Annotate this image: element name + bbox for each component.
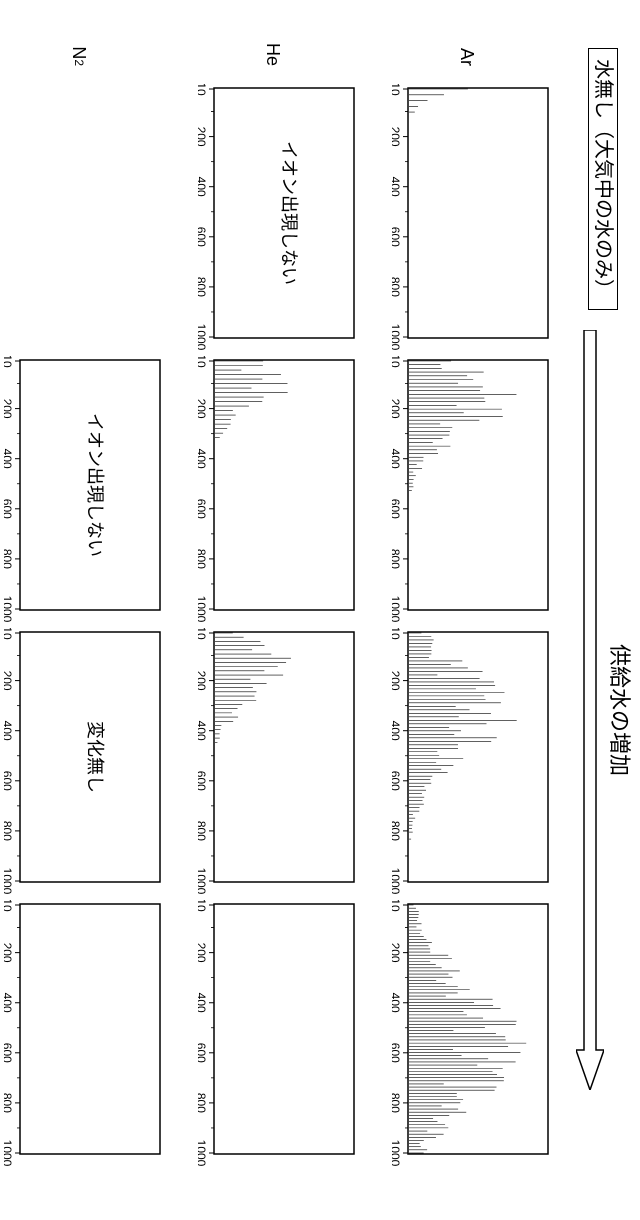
svg-text:600: 600 (198, 499, 208, 519)
svg-text:400: 400 (198, 721, 208, 741)
svg-text:10: 10 (4, 356, 14, 368)
svg-text:600: 600 (392, 771, 402, 791)
svg-text:600: 600 (198, 227, 208, 247)
svg-text:1000: 1000 (198, 1140, 208, 1167)
panel-ar-0: 102004006008001000 (382, 84, 552, 342)
svg-text:800: 800 (4, 821, 14, 841)
svg-text:1000: 1000 (392, 324, 402, 351)
svg-text:200: 200 (392, 671, 402, 691)
svg-text:400: 400 (198, 177, 208, 197)
row-label-ar: Ar (382, 26, 552, 70)
svg-text:800: 800 (392, 549, 402, 569)
svg-text:200: 200 (392, 127, 402, 147)
svg-text:10: 10 (198, 900, 208, 912)
svg-text:600: 600 (4, 1043, 14, 1063)
svg-text:600: 600 (392, 1043, 402, 1063)
svg-text:600: 600 (4, 771, 14, 791)
panel-message: イオン出現しない (83, 413, 109, 557)
svg-text:400: 400 (392, 177, 402, 197)
svg-text:800: 800 (392, 821, 402, 841)
svg-text:600: 600 (198, 1043, 208, 1063)
svg-text:400: 400 (392, 993, 402, 1013)
panel-he-2: 102004006008001000 (188, 628, 358, 886)
svg-text:200: 200 (198, 943, 208, 963)
svg-text:800: 800 (392, 1093, 402, 1113)
arrow-icon (576, 330, 604, 1090)
svg-text:800: 800 (198, 1093, 208, 1113)
svg-text:600: 600 (392, 499, 402, 519)
panel-message: 変化無し (83, 721, 109, 793)
svg-text:10: 10 (4, 628, 14, 640)
svg-text:400: 400 (4, 721, 14, 741)
arrow-group: 供給水の増加 (576, 330, 630, 1090)
svg-text:1000: 1000 (4, 596, 14, 623)
svg-text:400: 400 (4, 449, 14, 469)
svg-text:200: 200 (4, 943, 14, 963)
svg-text:200: 200 (392, 399, 402, 419)
svg-text:800: 800 (392, 277, 402, 297)
svg-text:10: 10 (392, 628, 402, 640)
svg-text:600: 600 (392, 227, 402, 247)
panel-n2-3: 102004006008001000 (0, 900, 164, 1158)
header-row: 水無し（大気中の水のみ） 供給水の増加 (552, 0, 640, 1220)
svg-text:200: 200 (4, 671, 14, 691)
svg-text:200: 200 (198, 399, 208, 419)
svg-text:400: 400 (392, 449, 402, 469)
svg-text:10: 10 (198, 356, 208, 368)
panel-he-3: 102004006008001000 (188, 900, 358, 1158)
svg-text:200: 200 (198, 671, 208, 691)
svg-text:200: 200 (4, 399, 14, 419)
no-water-label: 水無し（大気中の水のみ） (588, 48, 618, 310)
svg-text:1000: 1000 (392, 596, 402, 623)
panel-he-0: 102004006008001000イオン出現しない (188, 84, 358, 342)
svg-text:800: 800 (198, 821, 208, 841)
svg-text:10: 10 (392, 84, 402, 96)
svg-text:800: 800 (4, 1093, 14, 1113)
svg-text:10: 10 (4, 900, 14, 912)
svg-text:1000: 1000 (198, 324, 208, 351)
svg-text:1000: 1000 (198, 596, 208, 623)
panel-n2-1: 102004006008001000イオン出現しない (0, 356, 164, 614)
panel-ar-2: 102004006008001000 (382, 628, 552, 886)
svg-text:600: 600 (4, 499, 14, 519)
panel-grid: Ar He N2 10 200 400 600 800 1000 10 200 400 600 800 10… (0, 0, 552, 1220)
svg-text:400: 400 (198, 993, 208, 1013)
svg-text:800: 800 (198, 277, 208, 297)
row-label-he: He (188, 26, 358, 70)
arrow-caption: 供給水の増加 (608, 644, 630, 776)
row-label-n2: N2 (0, 26, 164, 70)
svg-text:200: 200 (392, 943, 402, 963)
svg-text:1000: 1000 (198, 868, 208, 895)
panel-message: イオン出現しない (277, 141, 303, 285)
svg-text:1000: 1000 (4, 1140, 14, 1167)
panel-ar-1: 102004006008001000 (382, 356, 552, 614)
svg-text:800: 800 (4, 549, 14, 569)
svg-text:1000: 1000 (392, 868, 402, 895)
svg-text:400: 400 (392, 721, 402, 741)
svg-text:10: 10 (392, 900, 402, 912)
svg-text:10: 10 (198, 84, 208, 96)
svg-text:200: 200 (198, 127, 208, 147)
svg-text:10: 10 (392, 356, 402, 368)
panel-ar-3: 102004006008001000 (382, 900, 552, 1158)
svg-text:600: 600 (198, 771, 208, 791)
svg-text:400: 400 (198, 449, 208, 469)
svg-text:10: 10 (198, 628, 208, 640)
svg-text:1000: 1000 (4, 868, 14, 895)
panel-he-1: 102004006008001000 (188, 356, 358, 614)
svg-text:400: 400 (4, 993, 14, 1013)
panel-n2-2: 102004006008001000変化無し (0, 628, 164, 886)
svg-text:1000: 1000 (392, 1140, 402, 1167)
svg-text:800: 800 (198, 549, 208, 569)
